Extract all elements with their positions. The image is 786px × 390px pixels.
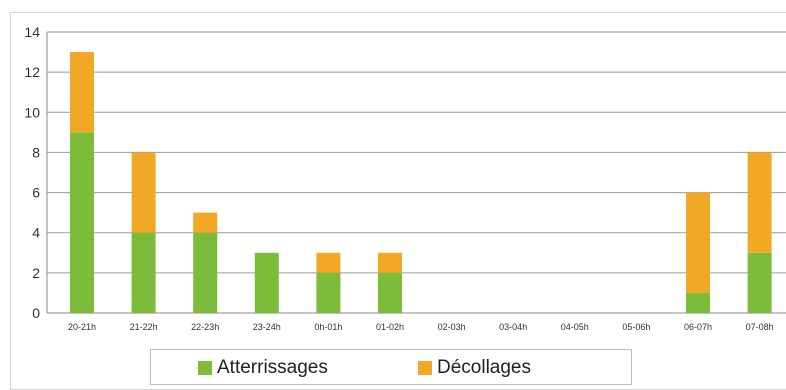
bar-atterrissages-22-23h — [193, 232, 218, 313]
y-tick-label: 4 — [32, 225, 40, 241]
legend-item-atterrissages: Atterrissages — [198, 357, 328, 379]
x-tick-label: 01-02h — [376, 322, 404, 332]
x-tick-label: 21-22h — [130, 322, 158, 332]
x-tick-label: 05-06h — [622, 322, 650, 332]
x-tick-label: 0h-01h — [314, 322, 342, 332]
x-tick-label: 03-04h — [499, 322, 527, 332]
legend-label-decollages: Décollages — [437, 357, 531, 378]
x-tick-label: 20-21h — [68, 322, 96, 332]
bar-décollages-0h-01h — [316, 252, 341, 273]
bar-atterrissages-01-02h — [378, 272, 402, 313]
bar-atterrissages-23-24h — [254, 252, 279, 313]
bar-atterrissages-21-22h — [131, 232, 156, 313]
x-tick-label: 22-23h — [191, 322, 219, 332]
y-tick-label: 0 — [32, 305, 40, 321]
y-tick-label: 8 — [32, 144, 40, 160]
bar-décollages-22-23h — [193, 212, 218, 233]
x-tick-label: 06-07h — [684, 322, 712, 332]
bar-atterrissages-0h-01h — [316, 272, 341, 313]
legend: Atterrissages Décollages — [150, 349, 632, 385]
gridlines — [46, 31, 786, 314]
y-tick-label: 10 — [24, 104, 40, 120]
x-tick-label: 07-08h — [746, 322, 774, 332]
legend-item-decollages: Décollages — [418, 357, 531, 379]
bar-atterrissages-20-21h — [70, 132, 94, 313]
bar-décollages-06-07h — [686, 192, 710, 293]
bar-décollages-21-22h — [131, 152, 156, 233]
y-tick-label: 12 — [24, 64, 40, 80]
x-axis-ticks: 20-21h 21-22h 22-23h 23-24h 0h-01h 01-02h 02-0… — [68, 322, 774, 332]
x-tick-label: 23-24h — [253, 322, 281, 332]
y-tick-label: 2 — [32, 265, 40, 281]
x-tick-label: 04-05h — [561, 322, 589, 332]
y-tick-label: 14 — [24, 24, 40, 40]
legend-label-atterrissages: Atterrissages — [217, 357, 328, 378]
bar-atterrissages-06-07h — [686, 292, 710, 313]
x-tick-label: 02-03h — [438, 322, 466, 332]
y-tick-label: 6 — [32, 185, 40, 201]
bar-atterrissages-07-08h — [747, 252, 772, 313]
bars — [70, 52, 772, 313]
y-axis-ticks: 0 2 4 6 8 10 12 14 — [24, 24, 40, 321]
bar-décollages-07-08h — [747, 152, 772, 253]
legend-swatch-atterrissages — [198, 361, 212, 375]
bar-décollages-20-21h — [70, 52, 94, 133]
legend-swatch-decollages — [418, 361, 432, 375]
bar-décollages-01-02h — [378, 252, 402, 273]
